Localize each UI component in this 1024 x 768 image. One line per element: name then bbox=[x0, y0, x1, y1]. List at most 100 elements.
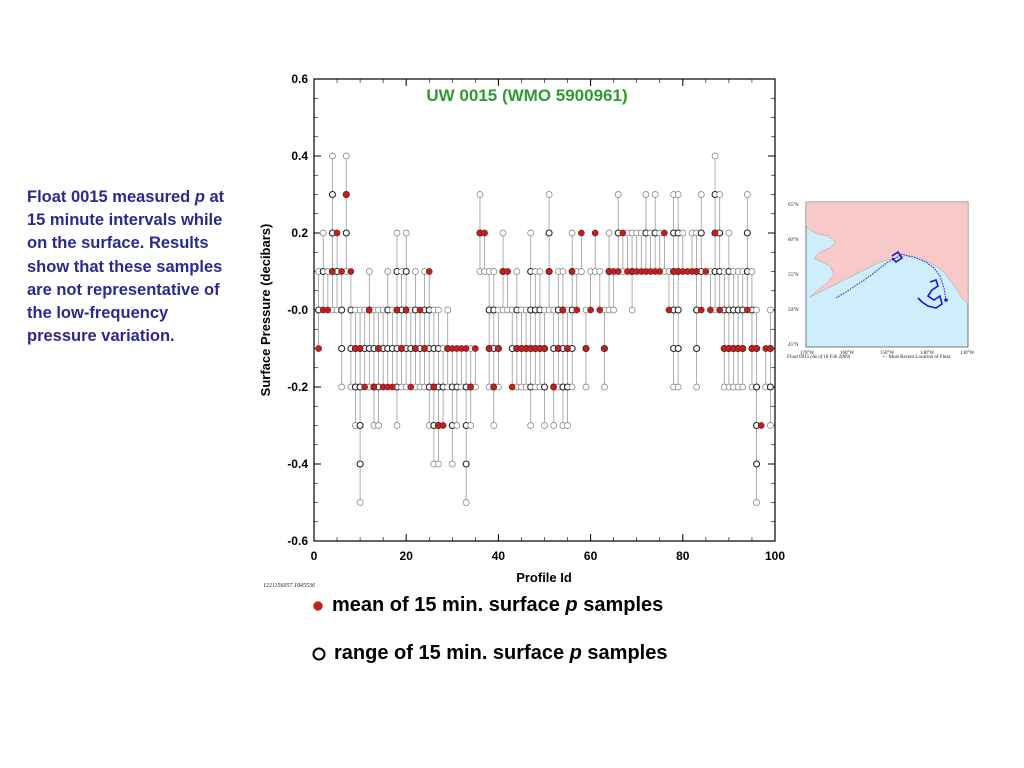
mean-point bbox=[329, 268, 336, 275]
range-point bbox=[767, 422, 774, 429]
range-point bbox=[435, 306, 442, 314]
mean-point bbox=[389, 383, 396, 391]
x-axis-label: Profile Id bbox=[516, 570, 572, 585]
mean-point bbox=[739, 345, 746, 352]
range-point bbox=[342, 152, 350, 160]
range-point bbox=[568, 229, 576, 237]
range-point bbox=[356, 460, 364, 468]
range-point bbox=[605, 229, 613, 237]
mean-point bbox=[416, 306, 424, 314]
range-point bbox=[753, 460, 761, 468]
float-track-map: 65°N 60°N 55°N 50°N 45°N 170°W 160°W 150°W 140°… bbox=[788, 201, 974, 356]
range-point bbox=[338, 344, 346, 353]
range-point bbox=[328, 190, 336, 199]
range-point bbox=[753, 383, 761, 391]
mean-point bbox=[564, 345, 571, 352]
x-tick-label: 40 bbox=[492, 549, 506, 563]
y-tick-label: 0.2 bbox=[291, 226, 308, 240]
map-lon-label: 170°W bbox=[800, 351, 814, 356]
mean-point bbox=[481, 229, 488, 237]
mean-point bbox=[757, 422, 765, 429]
range-point bbox=[596, 268, 604, 275]
range-point bbox=[545, 229, 553, 237]
mean-point bbox=[550, 383, 557, 391]
range-point bbox=[601, 383, 608, 391]
mean-point bbox=[707, 306, 714, 314]
mean-point bbox=[485, 345, 493, 352]
timestamp-stamp: 1221156057.1845536 bbox=[263, 583, 316, 589]
mean-point bbox=[665, 306, 673, 314]
map-lon-label: 140°W bbox=[920, 351, 934, 356]
mean-point bbox=[426, 268, 433, 275]
mean-point bbox=[702, 268, 710, 275]
range-point bbox=[527, 422, 535, 429]
range-point bbox=[614, 191, 622, 198]
range-point bbox=[342, 229, 350, 237]
range-point bbox=[674, 306, 682, 314]
mean-point bbox=[407, 383, 415, 391]
range-point bbox=[462, 499, 470, 506]
range-point bbox=[674, 344, 682, 353]
range-point bbox=[402, 229, 410, 237]
x-tick-label: 0 bbox=[311, 549, 318, 563]
range-point bbox=[716, 191, 724, 198]
mean-point bbox=[555, 345, 562, 352]
map-caption-left: Float 0015 (As of 18 Feb 2009) bbox=[787, 355, 851, 360]
range-point bbox=[748, 268, 756, 275]
x-tick-label: 80 bbox=[676, 549, 690, 563]
range-point bbox=[536, 268, 544, 275]
range-point bbox=[490, 268, 498, 275]
map-lat-label: 55°N bbox=[788, 273, 799, 278]
mean-point bbox=[573, 306, 581, 314]
mean-point bbox=[559, 306, 567, 314]
range-point bbox=[564, 422, 571, 429]
mean-point bbox=[545, 268, 553, 275]
range-point bbox=[651, 191, 659, 198]
mean-point bbox=[495, 345, 502, 352]
range-point bbox=[550, 422, 558, 429]
mean-point bbox=[767, 345, 774, 352]
range-point bbox=[697, 191, 705, 198]
mean-point bbox=[587, 306, 594, 314]
mean-point bbox=[504, 268, 511, 275]
range-point bbox=[679, 229, 687, 237]
range-point bbox=[499, 229, 507, 237]
mean-point bbox=[467, 383, 474, 391]
y-axis-label: Surface Pressure (decibars) bbox=[258, 224, 273, 397]
range-point bbox=[393, 422, 401, 429]
range-point bbox=[753, 499, 760, 506]
range-point bbox=[448, 460, 456, 468]
mean-point bbox=[711, 229, 719, 237]
mean-point bbox=[568, 268, 576, 275]
y-tick-label: 0.6 bbox=[291, 72, 308, 86]
range-point bbox=[476, 191, 484, 198]
mean-point bbox=[398, 345, 405, 352]
range-point bbox=[767, 306, 774, 314]
map-lat-label: 50°N bbox=[788, 308, 799, 313]
mean-point bbox=[402, 306, 410, 314]
mean-point bbox=[361, 383, 368, 391]
mean-point bbox=[591, 229, 599, 237]
mean-point bbox=[393, 306, 401, 314]
range-point bbox=[513, 268, 521, 275]
range-point bbox=[412, 268, 419, 275]
range-point bbox=[578, 268, 585, 275]
range-point bbox=[365, 268, 373, 275]
mean-point bbox=[753, 345, 760, 352]
range-point bbox=[402, 267, 410, 276]
mean-point bbox=[421, 345, 428, 352]
range-point bbox=[674, 383, 682, 391]
y-tick-label: -0.2 bbox=[287, 380, 308, 394]
mean-point bbox=[716, 306, 723, 314]
chart-title: UW 0015 (WMO 5900961) bbox=[426, 86, 628, 105]
range-point bbox=[453, 422, 461, 429]
mean-point bbox=[508, 383, 516, 391]
range-point bbox=[568, 383, 576, 391]
map-lat-label: 65°N bbox=[788, 203, 799, 208]
map-caption-right: • : Most Recent Location of Float. bbox=[883, 355, 952, 360]
map-lon-label: 130°W bbox=[960, 351, 974, 356]
range-point bbox=[674, 191, 682, 198]
map-track bbox=[835, 253, 947, 301]
map-lat-label: 60°N bbox=[788, 238, 799, 243]
